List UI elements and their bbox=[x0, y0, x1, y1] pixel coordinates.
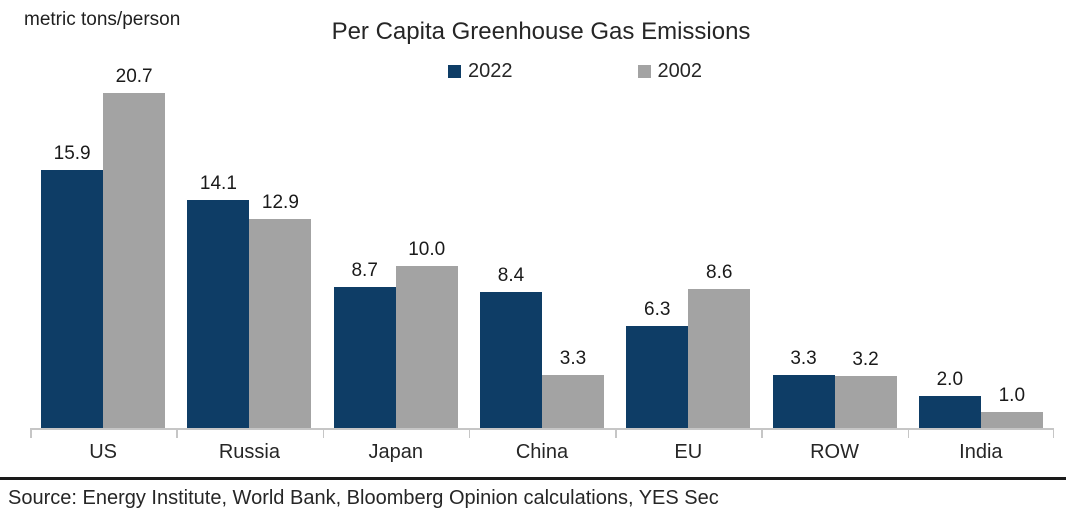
barwrap-2002-us: 20.7 bbox=[103, 66, 166, 428]
bar-2002-japan bbox=[395, 266, 458, 428]
bar-group-eu: 6.3 8.6 bbox=[615, 83, 761, 428]
bar-2022-russia bbox=[187, 200, 250, 428]
category-label-row: ROW bbox=[810, 441, 859, 463]
axis-tick bbox=[30, 430, 32, 438]
axis-tick bbox=[322, 430, 325, 438]
bar-2022-us bbox=[41, 170, 104, 428]
value-label-2022-india: 2.0 bbox=[936, 369, 964, 390]
bar-2002-russia bbox=[249, 219, 312, 428]
value-label-2002-eu: 8.6 bbox=[706, 262, 733, 283]
bar-2002-china bbox=[541, 375, 604, 428]
barwrap-2002-row: 3.2 bbox=[834, 349, 897, 428]
axis-tick bbox=[761, 430, 763, 438]
barwrap-2002-japan: 10.0 bbox=[395, 239, 458, 428]
legend-swatch-2022 bbox=[448, 65, 461, 78]
bar-group-china: 8.4 3.3 bbox=[469, 83, 615, 428]
barwrap-2002-india: 1.0 bbox=[980, 385, 1043, 428]
category-label-eu: EU bbox=[674, 441, 703, 463]
value-label-2022-us: 15.9 bbox=[53, 143, 91, 164]
category-label-japan: Japan bbox=[368, 441, 423, 463]
legend-item-2022: 2022 bbox=[448, 60, 513, 83]
barwrap-2022-russia: 14.1 bbox=[187, 173, 250, 428]
category-label-russia: Russia bbox=[218, 441, 280, 463]
bar-2002-us bbox=[103, 93, 166, 428]
value-label-2002-row: 3.2 bbox=[852, 349, 879, 370]
axis-tick bbox=[176, 430, 178, 438]
barwrap-2022-us: 15.9 bbox=[41, 143, 104, 428]
barwrap-2022-eu: 6.3 bbox=[626, 299, 689, 428]
bar-group-india: 2.0 1.0 bbox=[908, 83, 1054, 428]
category-label-china: China bbox=[515, 441, 569, 463]
chart-legend: 2022 2002 bbox=[42, 60, 1066, 83]
axis-tick bbox=[907, 430, 910, 438]
value-label-2022-eu: 6.3 bbox=[644, 299, 671, 320]
barwrap-2022-japan: 8.7 bbox=[333, 260, 396, 428]
bar-2022-japan bbox=[333, 287, 396, 428]
legend-label-2002: 2002 bbox=[657, 60, 703, 82]
plot-area: 15.9 20.7 14.1 12.9 8.7 10.0 8.4 3.3 6.3 8.6 3.3 3.… bbox=[30, 66, 1054, 438]
bar-2022-row bbox=[772, 375, 835, 428]
legend-item-2002: 2002 bbox=[637, 60, 703, 83]
separator-line bbox=[0, 477, 1066, 480]
category-axis-labels: US Russia Japan China EU ROW India bbox=[30, 441, 1054, 464]
value-label-2002-russia: 12.9 bbox=[261, 192, 299, 213]
bar-group-us: 15.9 20.7 bbox=[30, 66, 176, 428]
bar-group-japan: 8.7 10.0 bbox=[323, 83, 469, 428]
source-note: Source: Energy Institute, World Bank, Bl… bbox=[8, 487, 719, 509]
bar-2002-row bbox=[834, 376, 897, 428]
category-label-us: US bbox=[89, 441, 118, 463]
bar-group-row: 3.3 3.2 bbox=[761, 83, 907, 428]
barwrap-2002-china: 3.3 bbox=[541, 348, 604, 428]
bar-2002-india bbox=[980, 412, 1043, 428]
value-label-2022-china: 8.4 bbox=[497, 265, 525, 286]
value-label-2022-russia: 14.1 bbox=[199, 173, 237, 194]
value-label-2002-us: 20.7 bbox=[115, 66, 153, 87]
barwrap-2002-eu: 8.6 bbox=[688, 262, 751, 428]
bar-2022-china bbox=[479, 292, 542, 428]
value-label-2022-row: 3.3 bbox=[790, 348, 817, 369]
axis-tick bbox=[1052, 430, 1054, 438]
bar-2022-india bbox=[918, 396, 981, 428]
axis-units-label: metric tons/person bbox=[24, 9, 181, 30]
bar-group-russia: 14.1 12.9 bbox=[176, 83, 322, 428]
value-label-2002-japan: 10.0 bbox=[408, 239, 446, 260]
axis-tick bbox=[468, 430, 471, 438]
value-label-2002-india: 1.0 bbox=[998, 385, 1026, 406]
barwrap-2002-russia: 12.9 bbox=[249, 192, 312, 428]
value-label-2022-japan: 8.7 bbox=[351, 260, 378, 281]
barwrap-2022-india: 2.0 bbox=[918, 369, 981, 428]
barwrap-2022-china: 8.4 bbox=[479, 265, 542, 428]
value-label-2002-china: 3.3 bbox=[559, 348, 587, 369]
bar-2022-eu bbox=[626, 326, 689, 428]
bar-2002-eu bbox=[688, 289, 751, 428]
barwrap-2022-row: 3.3 bbox=[772, 348, 835, 428]
legend-label-2022: 2022 bbox=[468, 60, 513, 82]
category-label-india: India bbox=[959, 441, 1003, 463]
chart-title: Per Capita Greenhouse Gas Emissions bbox=[331, 18, 751, 45]
axis-tick bbox=[615, 430, 617, 438]
legend-swatch-2002 bbox=[637, 65, 651, 78]
